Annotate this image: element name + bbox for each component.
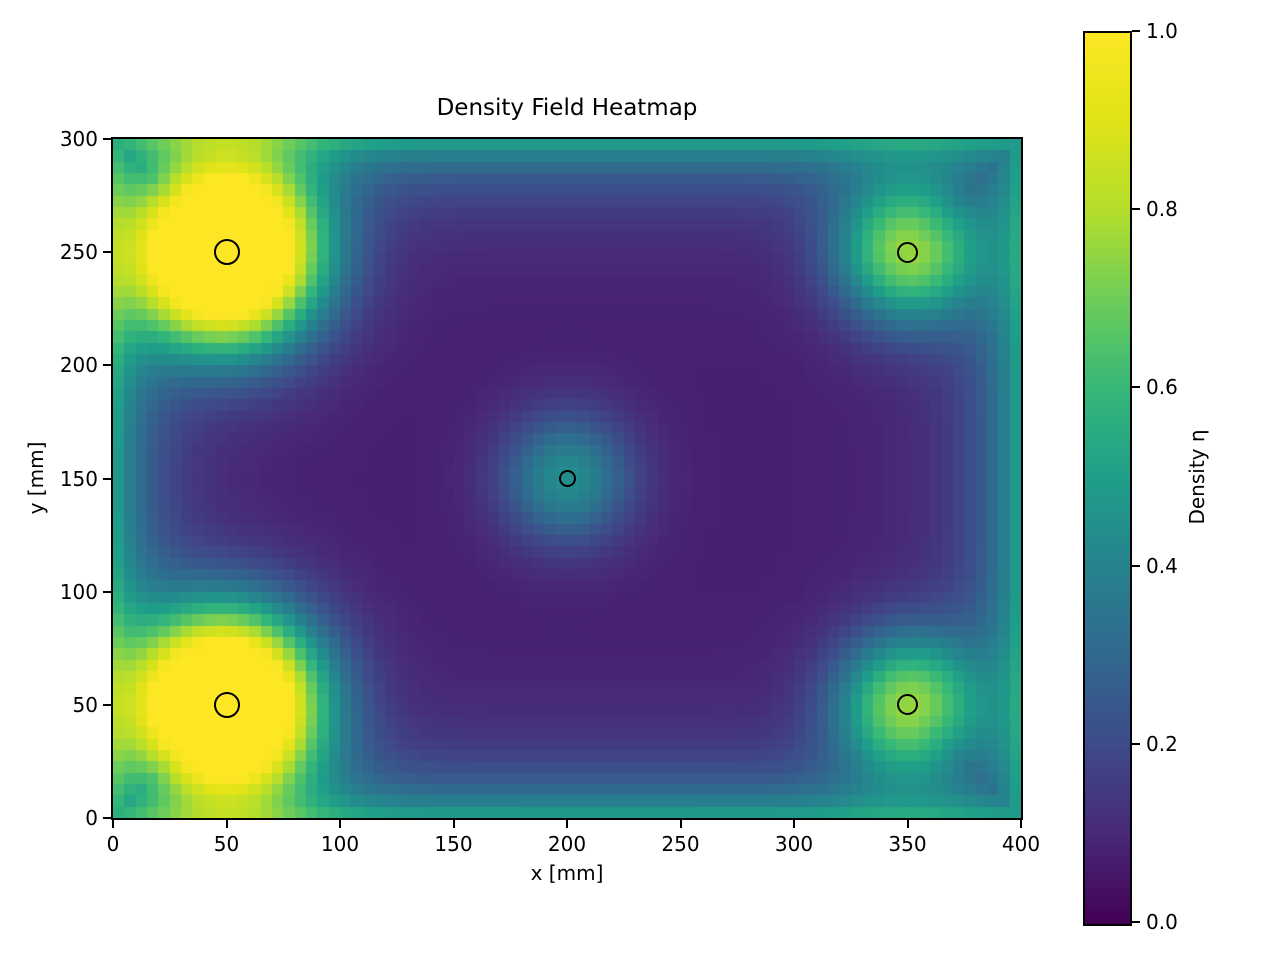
y-tick-label: 50 (72, 692, 98, 717)
colorbar (1083, 31, 1132, 926)
x-tick-label: 100 (320, 832, 360, 856)
tick-mark (103, 817, 111, 819)
colorbar-tick-label: 0.4 (1146, 553, 1178, 578)
tick-mark (1020, 820, 1022, 828)
tick-mark (1132, 742, 1140, 745)
tick-mark (103, 364, 111, 367)
colorbar-label: Density η (1185, 429, 1209, 525)
tick-mark (112, 820, 114, 828)
y-tick-label: 150 (59, 466, 98, 491)
scatter-marker (897, 241, 918, 263)
colorbar-tick-label: 0.0 (1146, 910, 1178, 934)
y-axis-label: y [mm] (24, 441, 48, 515)
scatter-marker (213, 239, 240, 266)
x-axis-label: x [mm] (530, 861, 604, 885)
scatter-marker (897, 694, 918, 716)
x-tick-label: 350 (888, 832, 927, 856)
y-tick-label: 100 (59, 579, 98, 604)
y-tick-label: 0 (85, 806, 98, 830)
tick-mark (225, 820, 228, 828)
x-tick-label: 0 (106, 832, 120, 856)
x-tick-label: 300 (774, 832, 814, 856)
scatter-marker (558, 470, 576, 487)
plot-title: Density Field Heatmap (436, 95, 698, 121)
tick-mark (679, 820, 682, 828)
tick-mark (103, 138, 111, 140)
tick-mark (1132, 30, 1140, 32)
tick-mark (1132, 921, 1140, 923)
colorbar-tick-label: 0.6 (1146, 375, 1178, 400)
y-tick-label: 250 (59, 240, 98, 265)
tick-mark (339, 820, 341, 828)
x-tick-label: 50 (213, 832, 240, 856)
colorbar-tick-label: 1.0 (1146, 19, 1178, 43)
tick-mark (452, 820, 455, 828)
tick-mark (566, 820, 568, 828)
colorbar-tick-label: 0.2 (1146, 731, 1178, 756)
tick-mark (1132, 564, 1140, 567)
y-tick-label: 300 (59, 127, 98, 151)
tick-mark (103, 477, 111, 480)
y-tick-label: 200 (59, 353, 98, 378)
tick-mark (103, 590, 111, 593)
tick-mark (793, 820, 795, 828)
scatter-marker (213, 691, 240, 718)
x-tick-label: 250 (661, 832, 700, 856)
x-tick-label: 150 (434, 832, 473, 856)
tick-mark (1132, 208, 1140, 211)
colorbar-tick-label: 0.8 (1146, 197, 1178, 222)
tick-mark (103, 251, 111, 254)
tick-mark (906, 820, 909, 828)
tick-mark (103, 703, 111, 706)
tick-mark (1132, 386, 1140, 389)
x-tick-label: 200 (547, 832, 587, 856)
x-tick-label: 400 (1001, 832, 1041, 856)
